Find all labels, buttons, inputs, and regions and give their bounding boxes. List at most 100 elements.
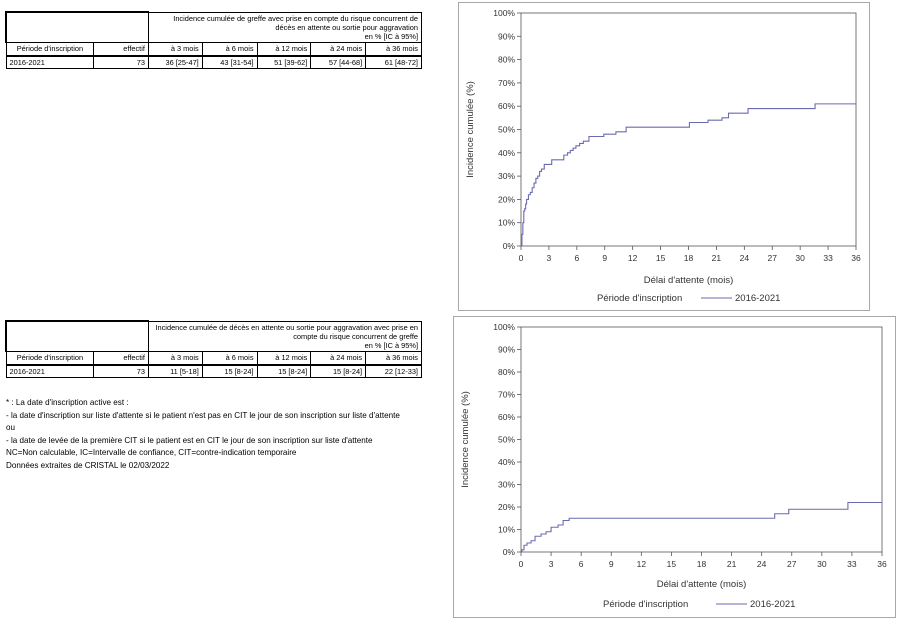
footnote-line: ou	[6, 423, 16, 433]
y-tick-label: 80%	[498, 55, 515, 65]
table-cell: 11 [5-18]	[147, 364, 203, 378]
column-header: effectif	[93, 351, 149, 366]
x-tick-label: 15	[656, 253, 666, 263]
table-cell: 73	[93, 55, 149, 69]
column-header: à 12 mois	[256, 42, 312, 57]
table-columns: Période d'inscription effectif à 3 mois …	[5, 42, 422, 57]
x-tick-label: 12	[628, 253, 638, 263]
y-tick-label: 20%	[498, 502, 515, 512]
x-tick-label: 18	[697, 559, 707, 569]
table-cell: 51 [39-62]	[256, 55, 312, 69]
x-tick-label: 18	[684, 253, 694, 263]
legend-entry: 2016-2021	[735, 293, 780, 304]
column-header: à 12 mois	[256, 351, 312, 366]
x-tick-label: 30	[795, 253, 805, 263]
y-tick-label: 0%	[503, 241, 516, 251]
y-tick-label: 10%	[498, 218, 515, 228]
x-tick-label: 3	[549, 559, 554, 569]
legend-title: Période d'inscription	[603, 599, 688, 610]
y-tick-label: 70%	[498, 390, 515, 400]
table-header-unit: en % [IC à 95%]	[364, 341, 418, 350]
x-axis-label: Délai d'attente (mois)	[657, 579, 746, 590]
table-columns: Période d'inscription effectif à 3 mois …	[5, 351, 422, 366]
column-header: à 36 mois	[365, 42, 422, 57]
column-header: effectif	[93, 42, 149, 57]
table-cell: 73	[93, 364, 149, 378]
y-tick-label: 90%	[498, 345, 515, 355]
x-tick-label: 6	[574, 253, 579, 263]
death-incidence-chart: 0% 10% 20% 30% 40% 50% 60% 70% 80% 90% 100% 0 3 6 9 12 1…	[453, 316, 896, 618]
y-tick-label: 80%	[498, 367, 515, 377]
column-header: à 24 mois	[310, 42, 367, 57]
series-line	[521, 501, 882, 553]
table-cell: 15 [8-24]	[310, 364, 367, 378]
y-tick-label: 60%	[498, 412, 515, 422]
x-tick-label: 24	[740, 253, 750, 263]
legend-entry: 2016-2021	[750, 599, 795, 610]
y-tick-label: 30%	[498, 480, 515, 490]
footnote-line: * : La date d'inscription active est :	[6, 398, 129, 407]
y-tick-label: 100%	[493, 8, 515, 18]
x-tick-label: 33	[847, 559, 857, 569]
column-header: à 6 mois	[201, 42, 258, 57]
column-header: à 3 mois	[147, 42, 203, 57]
y-tick-label: 100%	[493, 322, 515, 332]
x-tick-label: 6	[579, 559, 584, 569]
y-tick-label: 0%	[503, 547, 516, 557]
column-header: à 3 mois	[147, 351, 203, 366]
column-header: à 24 mois	[310, 351, 367, 366]
x-tick-label: 21	[727, 559, 737, 569]
table-cell: 2016-2021	[5, 364, 95, 378]
column-header: Période d'inscription	[5, 42, 95, 57]
x-tick-label: 36	[877, 559, 887, 569]
table-cell: 57 [44-68]	[310, 55, 367, 69]
chart-svg: 0%10%20%30%40%50%60%70%80%90%100%0 3 6 9 12 1…	[465, 8, 861, 304]
table-header-text: Incidence cumulée de décès en attente ou…	[155, 322, 418, 341]
chart-svg: 0%10%20%30%40%50%60%70%80%90%100%0 3 6 9 12 1…	[460, 322, 887, 610]
y-tick-label: 90%	[498, 31, 515, 41]
x-tick-label: 0	[519, 253, 524, 263]
table-cell: 15 [8-24]	[201, 364, 258, 378]
plot-frame	[520, 12, 857, 247]
x-tick-label: 9	[609, 559, 614, 569]
y-tick-label: 30%	[498, 171, 515, 181]
table-corner	[4, 320, 149, 353]
y-axis-label: Incidence cumulée (%)	[460, 391, 471, 488]
x-tick-label: 30	[817, 559, 827, 569]
x-tick-label: 3	[547, 253, 552, 263]
table-cell: 15 [8-24]	[256, 364, 312, 378]
y-axis-label: Incidence cumulée (%)	[465, 81, 476, 178]
table-cell: 61 [48-72]	[365, 55, 422, 69]
table-header: Incidence cumulée de décès en attente ou…	[147, 320, 423, 353]
graft-incidence-chart: 0% 10% 20% 30% 40% 50% 60% 70% 80% 90% 100% 0 3 6 9 12 1…	[458, 2, 870, 311]
y-tick-label: 60%	[498, 101, 515, 111]
y-tick-label: 40%	[498, 457, 515, 467]
x-tick-label: 27	[787, 559, 797, 569]
column-header: à 36 mois	[365, 351, 422, 366]
footnotes: * : La date d'inscription active est : -…	[6, 397, 458, 472]
column-header: à 6 mois	[201, 351, 258, 366]
table-cell: 36 [25-47]	[147, 55, 203, 69]
x-tick-label: 27	[768, 253, 778, 263]
y-tick-label: 40%	[498, 148, 515, 158]
y-tick-label: 50%	[498, 125, 515, 135]
footnote-line: Données extraites de CRISTAL le 02/03/20…	[6, 460, 170, 470]
x-axis-label: Délai d'attente (mois)	[644, 275, 733, 286]
x-tick-label: 0	[519, 559, 524, 569]
y-tick-label: 20%	[498, 194, 515, 204]
death-incidence-table: Incidence cumulée de décès en attente ou…	[4, 320, 423, 378]
footnote-line: NC=Non calculable, IC=Intervalle de conf…	[6, 448, 297, 458]
series-line	[521, 103, 856, 247]
x-tick-label: 9	[602, 253, 607, 263]
table-header-unit: en % [IC à 95%]	[364, 32, 418, 41]
table-corner	[4, 11, 149, 44]
table-cell: 2016-2021	[5, 55, 95, 69]
table-cell: 22 [12-33]	[365, 364, 422, 378]
table-row: 2016-2021 73 11 [5-18] 15 [8-24] 15 [8-2…	[5, 364, 422, 378]
footnote-line: - la date de levée de la première CIT si…	[6, 435, 373, 445]
table-row: 2016-2021 73 36 [25-47] 43 [31-54] 51 [3…	[5, 55, 422, 69]
table-header: Incidence cumulée de greffe avec prise e…	[147, 11, 423, 44]
table-header-text: Incidence cumulée de greffe avec prise e…	[173, 13, 418, 32]
graft-incidence-table: Incidence cumulée de greffe avec prise e…	[4, 11, 423, 69]
y-tick-label: 50%	[498, 435, 515, 445]
